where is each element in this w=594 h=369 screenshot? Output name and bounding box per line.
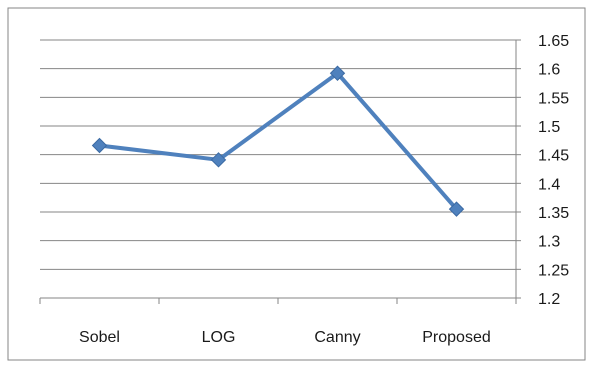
x-category-label: LOG: [202, 329, 236, 346]
y-tick-label: 1.3: [538, 234, 560, 251]
y-tick-label: 1.65: [538, 33, 569, 50]
y-tick-label: 1.2: [538, 291, 560, 308]
series: [91, 65, 465, 217]
x-category-label: Proposed: [422, 329, 491, 346]
data-point-marker: [329, 65, 346, 81]
y-tick-label: 1.45: [538, 148, 569, 165]
data-point-marker: [91, 137, 108, 154]
data-point-marker: [210, 152, 227, 168]
chart-border: [7, 7, 586, 361]
gridlines: [40, 39, 516, 270]
y-tick-label: 1.25: [538, 262, 569, 279]
axes: [39, 39, 521, 304]
x-axis-category-labels: Sobel LOG Canny Proposed: [79, 329, 491, 346]
y-tick-label: 1.5: [538, 119, 560, 136]
y-axis-tick-labels: 1.2 1.25 1.3 1.35 1.4 1.45 1.5 1.55 1.6 1.65: [538, 33, 569, 308]
y-tick-label: 1.6: [538, 62, 560, 79]
x-category-label: Sobel: [79, 329, 120, 346]
y-tick-label: 1.4: [538, 176, 560, 193]
y-tick-label: 1.35: [538, 205, 569, 222]
series-line: [97, 71, 459, 212]
y-tick-label: 1.55: [538, 90, 569, 107]
data-point-marker: [448, 201, 465, 217]
x-category-label: Canny: [314, 329, 360, 346]
